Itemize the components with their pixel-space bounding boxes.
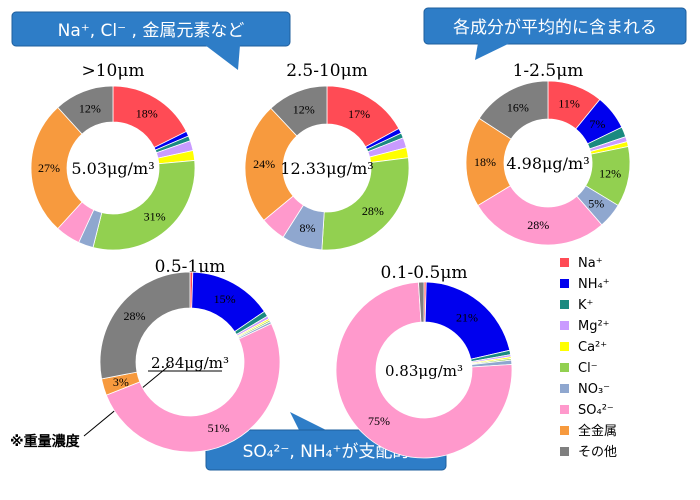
center-concentration-label: 12.33μg/m³ (280, 159, 373, 178)
slice-data-label: 5% (588, 197, 604, 211)
legend-swatch (560, 426, 569, 435)
slice-data-label: 8% (300, 221, 316, 235)
donut-chart-2p5-10: 2.5-10μm 17% 28% 8% 24% 12% 12.33μg/m³ (244, 61, 410, 251)
legend-swatch (560, 447, 569, 456)
slice-data-label: 18% (136, 107, 158, 121)
legend-swatch (560, 342, 569, 351)
callout-tail-top-left (205, 45, 240, 70)
center-concentration-label: 0.83μg/m³ (385, 362, 463, 380)
donut-slice (105, 323, 281, 453)
slice-data-label: 28% (527, 218, 549, 232)
slice-data-label: 3% (113, 375, 129, 389)
slice-data-label: 18% (474, 155, 496, 169)
donut-chart-0p5-1: 0.5-1μm 15% 51% 3% 28% 2.84μg/m³ (99, 257, 281, 453)
donut-chart-gt10: >10μm 18% 31% 27% 12% 5.03μg/m³ (30, 61, 196, 251)
slice-data-label: 7% (589, 117, 605, 131)
donut-slice (321, 157, 410, 251)
legend-entry: Ca²⁺ (578, 340, 607, 355)
donut-slice (30, 106, 83, 230)
callout-box-top-right (423, 7, 687, 45)
slice-data-label: 12% (79, 101, 101, 115)
donut-slice (477, 185, 603, 246)
slice-data-label: 15% (214, 292, 236, 306)
donut-slice (99, 271, 191, 380)
legend-entry: Na⁺ (578, 256, 603, 271)
chart-title: 2.5-10μm (286, 61, 368, 81)
legend-entry: Mg²⁺ (578, 319, 610, 334)
slice-data-label: 12% (293, 102, 315, 116)
legend-swatch (560, 363, 569, 372)
legend-entry: NH₄⁺ (578, 277, 610, 292)
legend-entry: その他 (578, 445, 617, 460)
slice-data-label: 21% (456, 310, 478, 324)
slice-data-label: 11% (558, 97, 580, 111)
callout-text-bottom: SO₄²⁻, NH₄⁺が支配的 (243, 442, 410, 462)
slice-data-label: 28% (124, 309, 146, 323)
legend-swatch (560, 300, 569, 309)
slice-data-label: 24% (253, 157, 275, 171)
callout-top-right: 各成分が平均的に含まれる (423, 7, 687, 60)
chart-title: 0.1-0.5μm (381, 263, 468, 283)
slice-data-label: 12% (599, 167, 621, 181)
chart-title: 1-2.5μm (513, 61, 584, 81)
callout-box-top-left (11, 11, 291, 47)
center-concentration-label: 2.84μg/m³ (151, 354, 229, 372)
donut-slice (335, 281, 513, 459)
donut-slice (478, 80, 549, 140)
slice-data-label: 27% (38, 161, 60, 175)
donut-slice (92, 159, 196, 251)
legend-swatch (560, 321, 569, 330)
donut-slice (57, 85, 114, 135)
center-concentration-label: 4.98μg/m³ (506, 154, 589, 173)
donut-slice (270, 85, 328, 137)
legend-entry: SO₄²⁻ (578, 403, 614, 418)
callout-tail-top-right (475, 43, 510, 60)
legend-swatch (560, 405, 569, 414)
slice-data-label: 31% (144, 210, 166, 224)
legend-entry: Cl⁻ (578, 361, 598, 376)
donut-chart-1-2p5: 1-2.5μm 11% 7% 12% 5% 28% 18% 16% 4.98μg/m³ (465, 61, 631, 246)
callout-text-top-right: 各成分が平均的に含まれる (453, 18, 657, 38)
legend-swatch (560, 384, 569, 393)
center-concentration-label: 5.03μg/m³ (71, 159, 154, 178)
chart-title: >10μm (81, 61, 144, 81)
legend-swatch (560, 258, 569, 267)
chart-title: 0.5-1μm (155, 257, 226, 277)
callout-text-top-left: Na⁺, Cl⁻ , 金属元素など (58, 21, 245, 41)
donut-slice (418, 281, 425, 323)
slice-data-label: 75% (368, 414, 390, 428)
callout-tail-bottom (290, 412, 330, 432)
donut-chart-0p1-0p5: 0.1-0.5μm 21% 75% 0.83μg/m³ (335, 263, 513, 459)
callout-top-left: Na⁺, Cl⁻ , 金属元素など (11, 11, 291, 70)
slice-data-label: 17% (348, 107, 370, 121)
legend-entry: NO₃⁻ (578, 382, 610, 397)
legend-entry: 全金属 (578, 423, 617, 439)
legend-swatch (560, 279, 569, 288)
note-text: ※重量濃度 (10, 433, 81, 450)
slice-data-label: 16% (507, 101, 529, 115)
slice-data-label: 28% (362, 204, 384, 218)
legend-entry: K⁺ (578, 298, 593, 313)
slice-data-label: 51% (208, 421, 230, 435)
